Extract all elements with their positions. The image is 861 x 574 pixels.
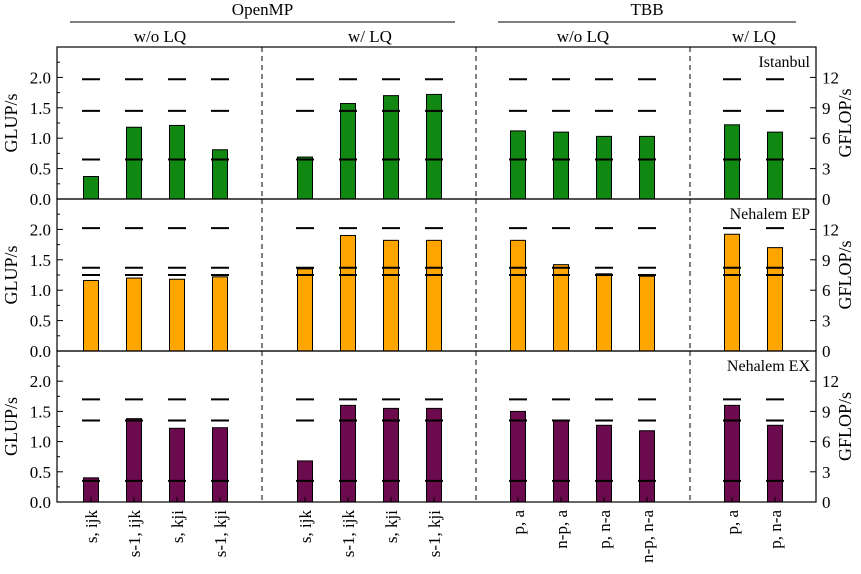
bar [596, 424, 612, 503]
y-axis-title: GLUP/s [1, 245, 21, 304]
y-right-tick-label: 3 [822, 160, 831, 179]
subgroup-label: w/o LQ [134, 27, 186, 46]
bar [639, 275, 655, 352]
bar [553, 419, 569, 503]
bar [767, 247, 783, 352]
y-right-tick-label: 9 [822, 251, 831, 270]
x-tick-label: s-1, kji [425, 510, 444, 558]
subgroup-label: w/ LQ [348, 27, 392, 46]
bar [297, 156, 313, 200]
bar [596, 135, 612, 200]
bar [126, 126, 142, 200]
bar [83, 279, 99, 352]
bar [169, 124, 185, 200]
y-right-tick-label: 6 [822, 281, 831, 300]
bar [383, 239, 399, 352]
bar [553, 264, 569, 352]
y-tick-label: 0.5 [30, 463, 51, 482]
y-right-tick-label: 0 [822, 342, 831, 361]
x-tick-label: s, ijk [296, 510, 315, 544]
bar [724, 233, 740, 352]
y-tick-label: 1.0 [30, 433, 51, 452]
y-right-tick-label: 12 [822, 220, 839, 239]
bar [212, 427, 228, 503]
bar [340, 103, 356, 200]
y-right-axis-title: GFLOP/s [835, 240, 855, 309]
y-tick-label: 0.5 [30, 160, 51, 179]
x-tick-label: s-1, ijk [125, 510, 144, 558]
y-right-tick-label: 0 [822, 190, 831, 209]
x-tick-label: s-1, kji [211, 510, 230, 558]
x-tick-label: s, ijk [82, 510, 101, 544]
y-tick-label: 1.0 [30, 281, 51, 300]
y-right-tick-label: 3 [822, 312, 831, 331]
y-tick-label: 0.0 [30, 190, 51, 209]
x-tick-label: p, a [509, 510, 528, 535]
group-header-label: OpenMP [232, 0, 293, 19]
panel-label: Nehalem EX [727, 358, 811, 375]
x-tick-label: s-1, ijk [339, 510, 358, 558]
y-right-tick-label: 12 [822, 68, 839, 87]
y-right-tick-label: 0 [822, 493, 831, 512]
bar [553, 131, 569, 200]
bar [126, 418, 142, 503]
bar [212, 276, 228, 352]
panel-label: Nehalem EP [730, 206, 811, 223]
x-tick-label: s, kji [382, 510, 401, 543]
bar [596, 273, 612, 352]
group-header-label: TBB [630, 0, 663, 19]
y-right-tick-label: 9 [822, 402, 831, 421]
y-axis-title: GLUP/s [1, 397, 21, 456]
bar [426, 239, 442, 352]
bar [212, 149, 228, 200]
bar [169, 278, 185, 352]
y-tick-label: 0.0 [30, 493, 51, 512]
y-tick-label: 0.5 [30, 312, 51, 331]
panel-label: Istanbul [758, 54, 810, 71]
y-tick-label: 1.5 [30, 99, 51, 118]
y-tick-label: 1.5 [30, 402, 51, 421]
y-tick-label: 2.0 [30, 220, 51, 239]
bar [510, 130, 526, 200]
y-right-tick-label: 12 [822, 372, 839, 391]
y-right-axis-title: GFLOP/s [835, 88, 855, 157]
bar [724, 124, 740, 200]
x-tick-label: p, n-a [766, 510, 785, 549]
bar [169, 427, 185, 503]
x-tick-label: n-p, a [552, 510, 571, 549]
y-right-tick-label: 6 [822, 433, 831, 452]
bar [639, 430, 655, 503]
bar [767, 424, 783, 503]
bar [83, 176, 99, 200]
y-tick-label: 1.0 [30, 129, 51, 148]
x-tick-label: s, kji [168, 510, 187, 543]
y-tick-label: 2.0 [30, 372, 51, 391]
y-right-tick-label: 9 [822, 99, 831, 118]
bar [297, 268, 313, 352]
y-right-tick-label: 6 [822, 129, 831, 148]
y-axis-title: GLUP/s [1, 93, 21, 152]
y-tick-label: 2.0 [30, 68, 51, 87]
x-tick-label: p, a [723, 510, 742, 535]
x-tick-label: n-p, n-a [638, 510, 657, 563]
x-tick-label: p, n-a [595, 510, 614, 549]
bar [510, 239, 526, 352]
y-tick-label: 1.5 [30, 251, 51, 270]
y-right-axis-title: GFLOP/s [835, 392, 855, 461]
bar [426, 407, 442, 503]
y-right-tick-label: 3 [822, 463, 831, 482]
subgroup-label: w/o LQ [557, 27, 609, 46]
y-tick-label: 0.0 [30, 342, 51, 361]
subgroup-label: w/ LQ [732, 27, 776, 46]
bar [767, 131, 783, 200]
bar [383, 407, 399, 503]
bar [639, 135, 655, 200]
bar [340, 234, 356, 352]
bar [126, 277, 142, 352]
bar [510, 410, 526, 503]
